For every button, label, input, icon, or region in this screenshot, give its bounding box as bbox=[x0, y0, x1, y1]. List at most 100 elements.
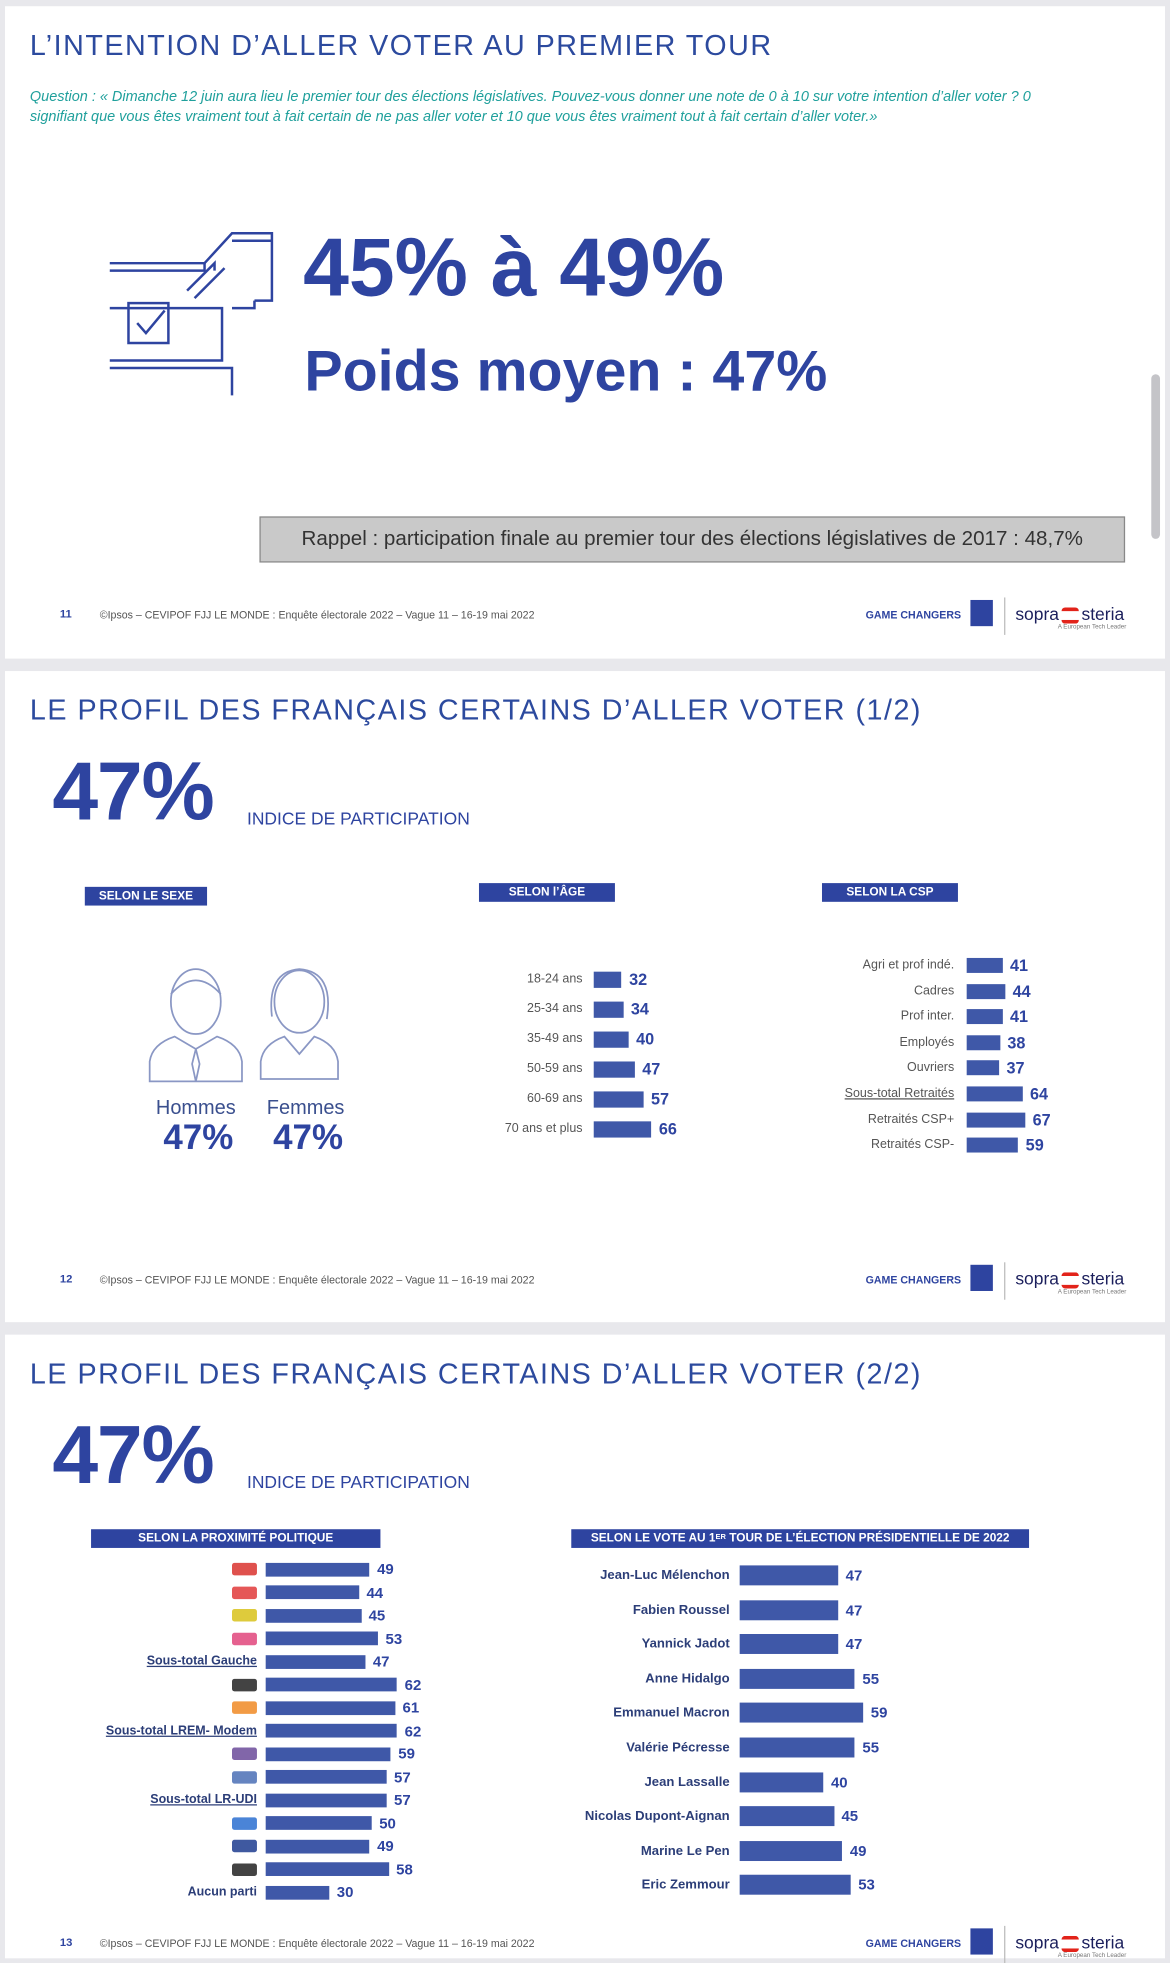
bar bbox=[966, 1035, 1000, 1050]
bar bbox=[966, 957, 1003, 973]
category-label: Jean Lassalle bbox=[644, 1774, 730, 1790]
brand-tagline: A European Tech Leader bbox=[1057, 1288, 1127, 1296]
question: Question : « Dimanche 12 juin aura lieu … bbox=[29, 88, 1031, 125]
value-label: 64 bbox=[1030, 1084, 1049, 1104]
party-logo bbox=[232, 1701, 257, 1714]
section-header: SELON l’ÂGE bbox=[478, 883, 615, 902]
category-label: Anne Hidalgo bbox=[645, 1671, 730, 1687]
bar bbox=[593, 1120, 652, 1137]
brand-sopra: sopra bbox=[1015, 1268, 1060, 1289]
bar bbox=[739, 1668, 855, 1689]
bar bbox=[966, 983, 1006, 999]
value-label: 59 bbox=[870, 1704, 888, 1722]
bar bbox=[966, 1137, 1019, 1153]
brand-logo bbox=[970, 599, 993, 627]
bar bbox=[265, 1723, 398, 1738]
category-label: 35-49 ans bbox=[527, 1032, 583, 1046]
bar bbox=[739, 1703, 864, 1724]
slide-title: LE PROFIL DES FRANÇAIS CERTAINS D’ALLER … bbox=[29, 693, 922, 726]
page-number: 11 bbox=[59, 607, 72, 620]
value-label: 32 bbox=[629, 969, 648, 989]
slide bbox=[4, 1334, 1166, 1959]
reminder: Rappel : participation finale au premier… bbox=[259, 516, 1126, 563]
category-label: 70 ans et plus bbox=[504, 1121, 583, 1136]
sopra-steria: sopra steria bbox=[1015, 1269, 1124, 1289]
bar bbox=[593, 1000, 624, 1018]
value-label: 50 bbox=[379, 1814, 396, 1832]
header-part: ER bbox=[715, 1534, 726, 1542]
value-label: 58 bbox=[396, 1860, 413, 1878]
value-label: 57 bbox=[394, 1768, 411, 1786]
page-number: 12 bbox=[59, 1272, 73, 1285]
ballot-icon bbox=[109, 232, 274, 396]
category-label: Emmanuel Macron bbox=[613, 1705, 730, 1721]
category-label: Sous-total LREM- Modem bbox=[105, 1723, 257, 1738]
category-label: Jean-Luc Mélenchon bbox=[600, 1567, 730, 1583]
bar bbox=[739, 1737, 855, 1758]
section-header: SELON LE SEXE bbox=[84, 886, 208, 906]
value-label: 40 bbox=[636, 1029, 655, 1049]
value-label: 41 bbox=[1009, 956, 1028, 975]
category-label: 60-69 ans bbox=[527, 1092, 583, 1106]
header-part: SELON LE VOTE AU 1 bbox=[590, 1531, 716, 1546]
category-label: Retraités CSP+ bbox=[867, 1112, 955, 1127]
value-label: 62 bbox=[404, 1721, 422, 1740]
party-logo bbox=[232, 1585, 257, 1599]
category-label: 25-34 ans bbox=[527, 1002, 583, 1016]
slide-title: LE PROFIL DES FRANÇAIS CERTAINS D’ALLER … bbox=[29, 1357, 922, 1390]
bar bbox=[265, 1862, 389, 1876]
average: Poids moyen : 47% bbox=[304, 338, 828, 403]
bar bbox=[966, 1009, 1003, 1025]
bar bbox=[265, 1562, 370, 1577]
party-logo bbox=[232, 1632, 257, 1645]
party-logo bbox=[232, 1609, 257, 1622]
bar bbox=[265, 1677, 398, 1692]
value-label: 57 bbox=[394, 1791, 411, 1809]
index-value: 47% bbox=[52, 744, 214, 837]
category-label: Valérie Pécresse bbox=[626, 1740, 730, 1755]
category-label: Sous-total Retraités bbox=[844, 1087, 955, 1101]
bar bbox=[265, 1839, 370, 1853]
value-label: 55 bbox=[862, 1738, 880, 1757]
section-header: SELON LA PROXIMITÉ POLITIQUE bbox=[91, 1529, 381, 1548]
party-logo bbox=[232, 1816, 257, 1830]
brand-sopra: sopra bbox=[1015, 1932, 1060, 1953]
footer-text: ©Ipsos – CEVIPOF FJJ LE MONDE : Enquête … bbox=[99, 1273, 535, 1286]
brand-swoosh bbox=[1061, 607, 1079, 624]
party-logo bbox=[232, 1839, 257, 1853]
value-label: 61 bbox=[402, 1698, 420, 1717]
bar bbox=[739, 1840, 843, 1861]
sex-value: 47% bbox=[273, 1117, 344, 1157]
value-label: 66 bbox=[658, 1119, 677, 1139]
brand-logo bbox=[970, 1928, 993, 1955]
brand-swoosh bbox=[1061, 1272, 1079, 1289]
value-label: 62 bbox=[404, 1675, 422, 1694]
bar bbox=[966, 1086, 1023, 1102]
bar bbox=[593, 971, 622, 988]
divider bbox=[1004, 1925, 1006, 1963]
brand-tagline: A European Tech Leader bbox=[1057, 623, 1127, 632]
bar bbox=[593, 1030, 629, 1048]
category-label: 50-59 ans bbox=[527, 1062, 583, 1076]
category-label: Marine Le Pen bbox=[640, 1843, 730, 1859]
category-label: Aucun parti bbox=[187, 1885, 257, 1900]
bar bbox=[593, 1090, 644, 1108]
value-label: 47 bbox=[642, 1059, 661, 1079]
value-label: 49 bbox=[377, 1560, 394, 1578]
category-label: Eric Zemmour bbox=[641, 1877, 730, 1893]
index-value: 47% bbox=[52, 1408, 214, 1501]
value-label: 59 bbox=[398, 1745, 415, 1763]
value-label: 53 bbox=[385, 1629, 403, 1648]
sex-value: 47% bbox=[163, 1117, 234, 1157]
party-logo bbox=[232, 1562, 257, 1576]
value-label: 45 bbox=[368, 1606, 386, 1625]
value-label: 47 bbox=[845, 1566, 863, 1585]
divider bbox=[1004, 597, 1006, 635]
category-label: 18-24 ans bbox=[527, 972, 583, 987]
value-label: 44 bbox=[1012, 981, 1031, 1001]
value-label: 47 bbox=[372, 1652, 390, 1671]
bar bbox=[739, 1565, 839, 1586]
people-icons bbox=[148, 968, 339, 1083]
value-label: 47 bbox=[845, 1635, 863, 1653]
index-label: INDICE DE PARTICIPATION bbox=[246, 808, 470, 829]
